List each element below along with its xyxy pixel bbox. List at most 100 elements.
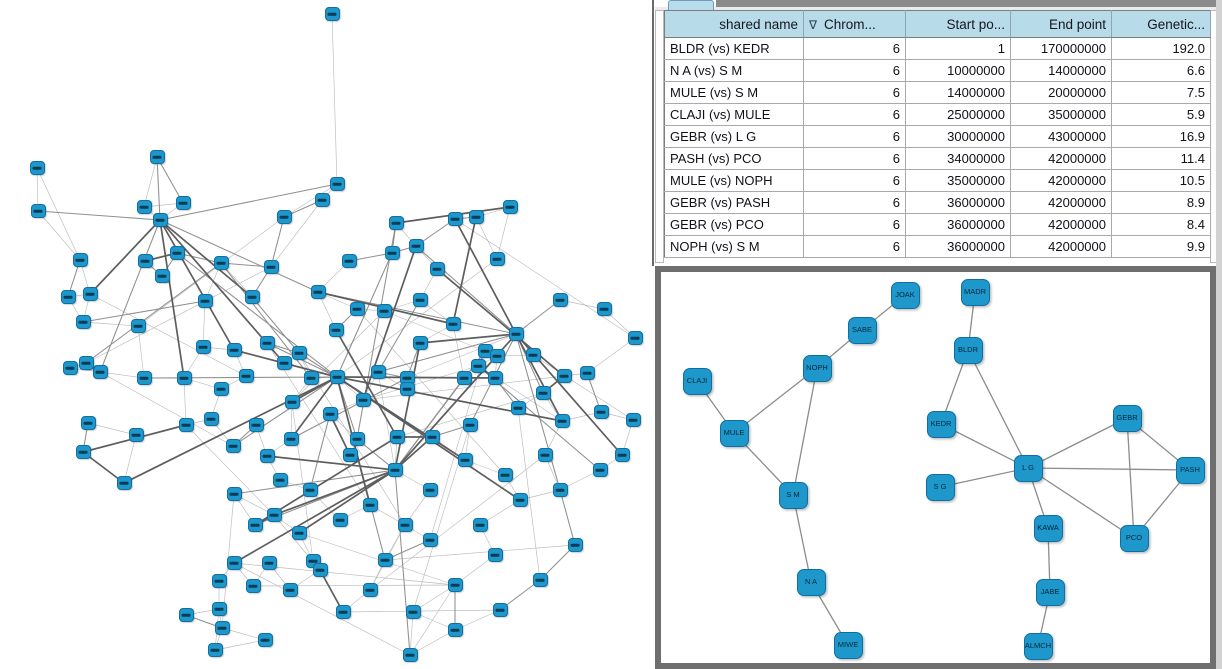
network-node[interactable] [178,418,194,432]
network-node[interactable] [283,432,299,446]
network-node[interactable] [225,439,241,453]
network-node[interactable] [424,430,440,444]
network-node[interactable] [259,449,275,463]
network-node[interactable] [197,294,213,308]
network-node[interactable] [384,246,400,260]
network-node[interactable] [282,583,298,597]
network-node[interactable] [72,253,88,267]
network-node[interactable] [92,365,108,379]
network-node[interactable] [447,623,463,637]
table-row[interactable]: BLDR (vs) KEDR 6 1 170000000 192.0 [664,37,1211,60]
network-node-n-a[interactable]: N A [796,568,826,596]
network-node[interactable] [195,340,211,354]
network-node[interactable] [447,212,463,226]
network-node[interactable] [332,513,348,527]
network-node[interactable] [213,382,229,396]
network-node[interactable] [130,319,146,333]
table-row[interactable]: GEBR (vs) PCO 6 36000000 42000000 8.4 [664,213,1211,236]
network-node[interactable] [303,371,319,385]
network-node[interactable] [328,323,344,337]
network-node[interactable] [203,412,219,426]
network-node[interactable] [537,448,553,462]
network-node[interactable] [245,579,261,593]
network-node[interactable] [627,331,643,345]
network-node-claji[interactable]: CLAJI [682,367,712,395]
network-node[interactable] [462,418,478,432]
network-node[interactable] [226,487,242,501]
network-node[interactable] [525,348,541,362]
network-node[interactable] [625,413,641,427]
network-node-pash[interactable]: PASH [1175,456,1205,484]
network-node[interactable] [314,193,330,207]
network-node[interactable] [362,498,378,512]
network-node[interactable] [78,356,94,370]
network-node[interactable] [552,483,568,497]
network-node[interactable] [596,302,612,316]
network-node[interactable] [402,648,418,662]
column-header-3[interactable]: End point [1010,10,1112,38]
network-node[interactable] [329,370,345,384]
network-node[interactable] [408,239,424,253]
network-node[interactable] [447,578,463,592]
network-node[interactable] [487,548,503,562]
table-row[interactable]: GEBR (vs) PASH 6 36000000 42000000 8.9 [664,191,1211,214]
network-node[interactable] [261,556,277,570]
column-header-2[interactable]: Start po... [905,10,1011,38]
network-node[interactable] [75,445,91,459]
network-node-miwe[interactable]: MIWE [833,631,863,659]
network-node[interactable] [355,393,371,407]
network-node-s-m[interactable]: S M [778,481,808,509]
network-node[interactable] [30,204,46,218]
network-node[interactable] [154,269,170,283]
network-node[interactable] [82,287,98,301]
network-node[interactable] [302,483,318,497]
network-node[interactable] [370,365,386,379]
table-row[interactable]: GEBR (vs) L G 6 30000000 43000000 16.9 [664,125,1211,148]
network-node[interactable] [214,621,230,635]
network-node[interactable] [149,150,165,164]
network-node[interactable] [579,366,595,380]
network-node[interactable] [470,359,486,373]
network-node[interactable] [238,369,254,383]
network-node[interactable] [175,196,191,210]
column-header-4[interactable]: Genetic... [1111,10,1211,38]
network-node[interactable] [614,448,630,462]
network-node[interactable] [502,200,518,214]
network-node[interactable] [324,7,340,21]
network-node[interactable] [388,216,404,230]
network-node-s-g[interactable]: S G [925,473,955,501]
table-row[interactable]: MULE (vs) NOPH 6 35000000 42000000 10.5 [664,169,1211,192]
network-node[interactable] [389,430,405,444]
network-node-kawa[interactable]: KAWA [1033,514,1063,542]
network-node[interactable] [554,414,570,428]
network-node[interactable] [399,382,415,396]
network-node[interactable] [508,327,524,341]
network-node[interactable] [75,315,91,329]
network-node[interactable] [487,371,503,385]
network-node[interactable] [376,304,392,318]
table-row[interactable]: NOPH (vs) S M 6 36000000 42000000 9.9 [664,235,1211,258]
network-node-jabe[interactable]: JABE [1035,578,1065,606]
network-node[interactable] [136,200,152,214]
network-node[interactable] [492,603,508,617]
network-node[interactable] [62,361,78,375]
table-row[interactable]: N A (vs) S M 6 10000000 14000000 6.6 [664,59,1211,82]
network-node[interactable] [535,386,551,400]
panel-tab[interactable] [668,0,714,10]
network-node-mule[interactable]: MULE [719,419,749,447]
network-node-pco[interactable]: PCO [1119,524,1149,552]
network-node-almch[interactable]: ALMCH [1023,632,1053,660]
network-node[interactable] [207,643,223,657]
network-node[interactable] [397,518,413,532]
network-node-madr[interactable]: MADR [960,278,990,306]
network-node[interactable] [592,463,608,477]
network-node[interactable] [310,285,326,299]
network-node[interactable] [136,371,152,385]
network-node[interactable] [512,493,528,507]
network-node[interactable] [116,476,132,490]
column-header-0[interactable]: shared name [664,10,804,38]
network-node[interactable] [422,533,438,547]
network-node[interactable] [284,395,300,409]
network-node[interactable] [349,432,365,446]
network-node[interactable] [468,210,484,224]
